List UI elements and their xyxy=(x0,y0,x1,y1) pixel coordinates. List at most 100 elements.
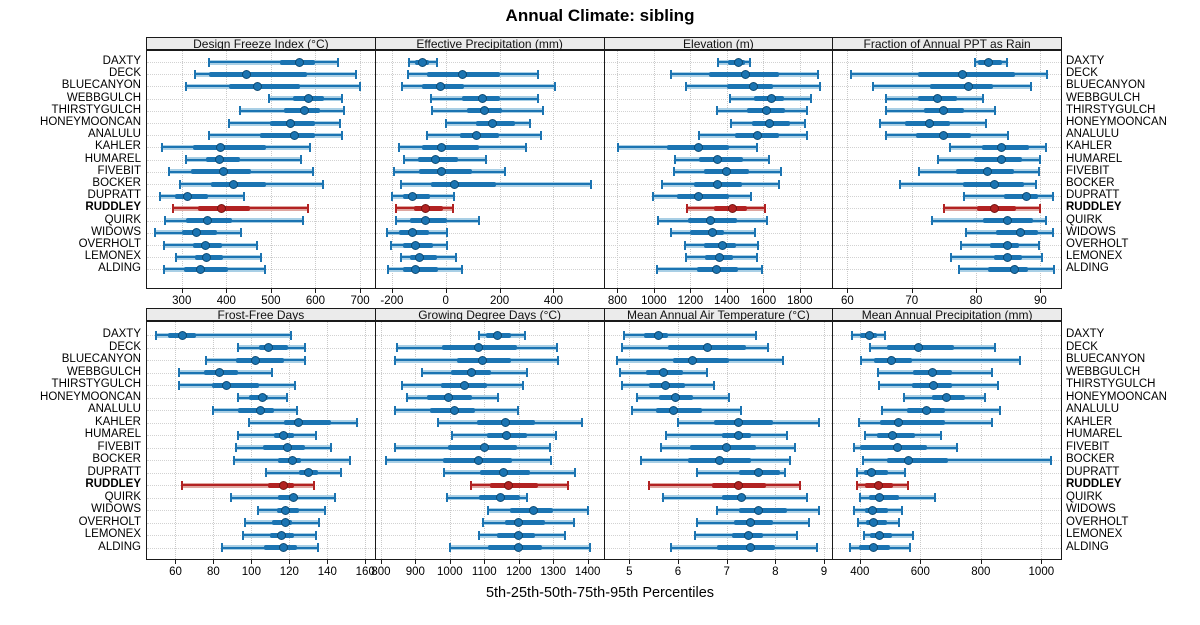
whisker-cap xyxy=(204,355,207,365)
whisker-cap xyxy=(178,179,181,189)
median-dot xyxy=(263,343,273,352)
median-dot xyxy=(219,167,229,177)
whisker-cap xyxy=(669,543,672,552)
site-label-left: DAXTY xyxy=(102,55,141,67)
whisker-cap xyxy=(781,355,784,365)
site-label-left: QUIRK xyxy=(104,490,141,503)
gridline-v xyxy=(553,51,555,288)
median-dot xyxy=(299,106,309,116)
axis-tick xyxy=(415,560,417,564)
axis-tick xyxy=(175,560,177,564)
whisker-cap xyxy=(400,252,403,262)
axis-tick-label: 6 xyxy=(674,566,682,578)
median-dot xyxy=(203,216,213,226)
whisker-cap xyxy=(657,216,660,226)
axis-tick-label: 7 xyxy=(723,566,730,578)
site-label-left: THIRSTYGULCH xyxy=(51,378,141,390)
whisker-cap xyxy=(163,240,166,250)
median-dot xyxy=(869,518,879,527)
median-dot xyxy=(493,330,503,340)
panel-4 xyxy=(832,50,1062,289)
median-dot xyxy=(215,155,225,165)
whisker-cap xyxy=(349,455,352,465)
whisker-cap xyxy=(316,543,319,552)
gridline-h xyxy=(604,385,833,386)
site-label-left: QUIRK xyxy=(104,213,141,226)
axis-tick xyxy=(587,560,589,564)
whisker-cap xyxy=(257,505,260,515)
whisker-cap xyxy=(901,505,904,515)
whisker-cap xyxy=(804,118,807,128)
gridline-v xyxy=(1040,51,1042,288)
whisker-cap xyxy=(313,480,316,490)
median-dot xyxy=(479,443,489,452)
site-label-left: KAHLER xyxy=(94,415,141,428)
site-label-left: OVERHOLT xyxy=(78,238,141,250)
panel-header: Fraction of Annual PPT as Rain xyxy=(832,36,1062,50)
whisker-cap xyxy=(817,69,820,79)
site-label-right: ALDING xyxy=(1066,540,1109,553)
gridline-h xyxy=(833,335,1061,336)
site-label-right: BOCKER xyxy=(1066,453,1115,465)
gridline-h xyxy=(147,232,375,234)
site-label-left: FIVEBIT xyxy=(97,440,141,453)
whisker-cap xyxy=(656,264,659,274)
median-dot xyxy=(658,368,668,377)
median-dot xyxy=(410,240,420,250)
whisker-cap xyxy=(339,118,342,128)
median-dot xyxy=(279,430,289,440)
site-label-left: HONEYMOONCAN xyxy=(40,116,141,128)
gridline-v xyxy=(213,322,215,559)
range-band-25-75 xyxy=(211,181,267,187)
median-dot xyxy=(734,418,744,427)
axis-tick-label: 5 xyxy=(626,566,633,578)
whisker-cap xyxy=(436,418,439,427)
site-label-right: LEMONEX xyxy=(1066,528,1123,540)
axis-tick-label: 0 xyxy=(442,295,449,307)
axis-tick xyxy=(911,289,913,293)
range-band-25-75 xyxy=(869,495,899,500)
axis-tick-label: 400 xyxy=(216,295,236,307)
site-label-left: WIDOWS xyxy=(91,225,141,238)
whisker-cap xyxy=(516,405,519,415)
axis-tick-label: 500 xyxy=(261,295,281,307)
whisker-cap xyxy=(672,167,675,177)
gridline-h xyxy=(833,435,1061,436)
panel-header: Mean Annual Precipitation (mm) xyxy=(832,307,1062,321)
whisker-cap xyxy=(444,118,447,128)
site-label-right: HUMAREL xyxy=(1066,152,1123,165)
whisker-cap xyxy=(640,455,643,465)
whisker-cap xyxy=(697,130,700,140)
axis-tick-label: 70 xyxy=(905,295,919,307)
median-dot xyxy=(717,240,727,250)
whisker-cap xyxy=(407,57,410,67)
median-dot xyxy=(504,480,514,490)
site-label-left: BLUECANYON xyxy=(61,79,141,92)
whisker-cap xyxy=(181,480,184,490)
gridline-v xyxy=(617,51,619,288)
whisker-cap xyxy=(237,430,240,440)
whisker-cap xyxy=(529,118,532,128)
whisker-cap xyxy=(271,368,274,377)
whisker-cap xyxy=(805,493,808,502)
median-dot xyxy=(894,418,904,427)
gridline-h xyxy=(833,196,1061,198)
whisker-cap xyxy=(1045,216,1048,226)
whisker-cap xyxy=(354,69,357,79)
whisker-cap xyxy=(549,443,552,452)
site-label-right: QUIRK xyxy=(1066,490,1103,503)
axis-tick-label: 1000 xyxy=(641,295,667,307)
axis-tick xyxy=(629,560,631,564)
median-dot xyxy=(449,405,459,415)
whisker-cap xyxy=(343,106,346,116)
median-dot xyxy=(216,142,226,152)
gridline-h xyxy=(375,269,604,271)
median-dot xyxy=(868,505,878,515)
whisker-cap xyxy=(661,179,664,189)
axis-tick-label: 700 xyxy=(350,295,370,307)
gridline-h xyxy=(833,535,1061,536)
whisker-cap xyxy=(304,355,307,365)
whisker-cap xyxy=(227,118,230,128)
whisker-cap xyxy=(314,530,317,540)
